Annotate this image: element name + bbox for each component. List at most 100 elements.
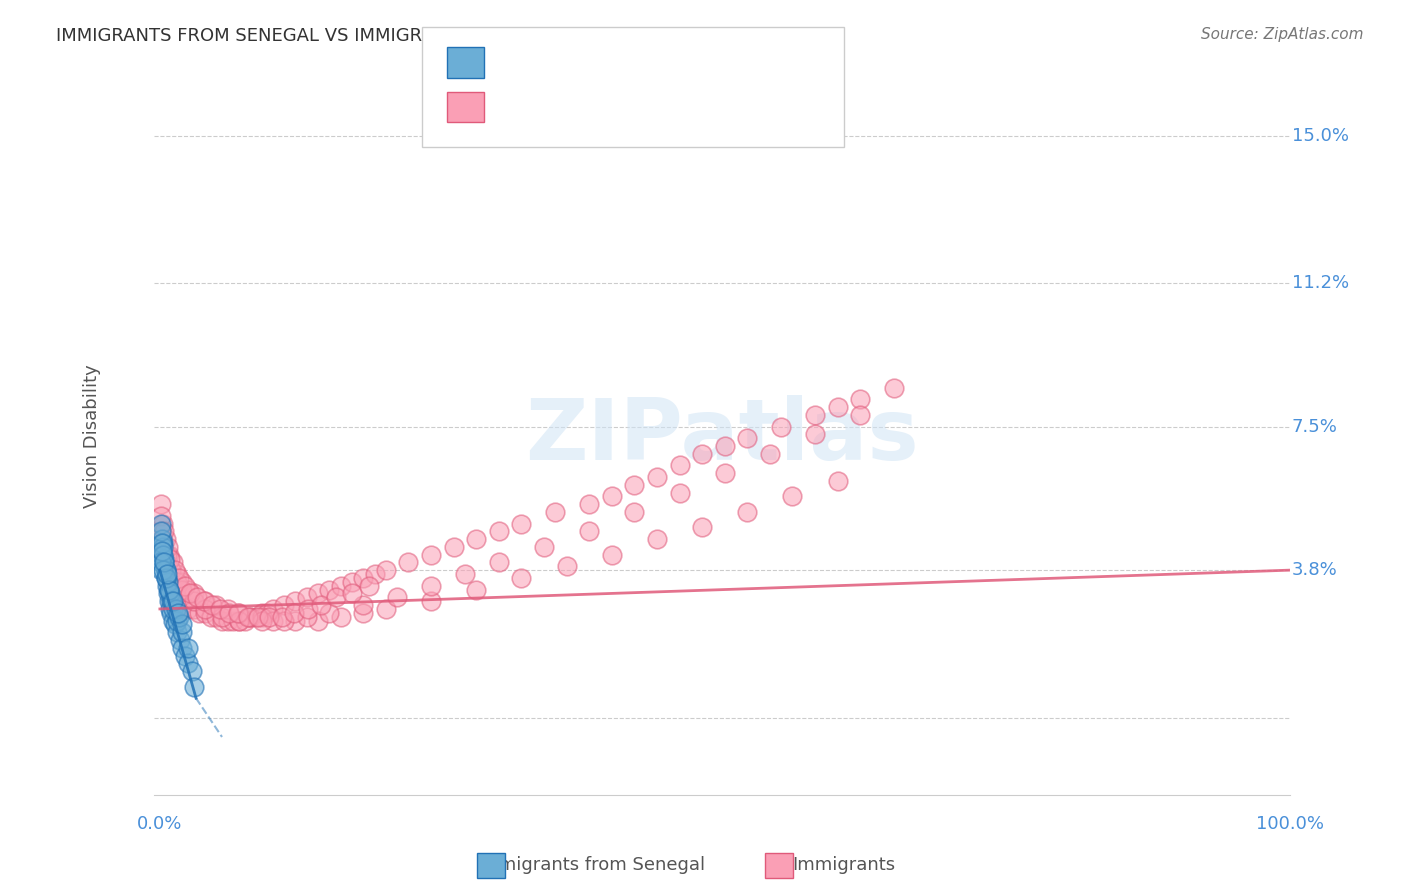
Point — [352, 571, 374, 585]
Point — [166, 567, 188, 582]
Point — [157, 548, 180, 562]
Point — [194, 602, 217, 616]
Point — [420, 594, 443, 608]
Text: Immigrants from Senegal: Immigrants from Senegal — [477, 856, 704, 874]
Point — [169, 632, 191, 647]
Point — [156, 563, 179, 577]
Point — [193, 594, 215, 608]
Point — [600, 490, 623, 504]
Point — [166, 591, 188, 605]
Point — [150, 543, 173, 558]
Point — [645, 470, 668, 484]
Point — [211, 609, 233, 624]
Point — [183, 602, 205, 616]
Point — [172, 582, 194, 597]
Point — [152, 548, 174, 562]
Point — [217, 614, 239, 628]
Point — [194, 594, 217, 608]
Point — [578, 497, 600, 511]
Point — [239, 609, 262, 624]
Point — [236, 609, 259, 624]
Point — [770, 419, 793, 434]
Point — [713, 439, 735, 453]
Point — [183, 586, 205, 600]
Point — [153, 555, 176, 569]
Point — [153, 524, 176, 539]
Point — [201, 598, 224, 612]
Point — [273, 598, 295, 612]
Point — [152, 516, 174, 531]
Point — [465, 532, 488, 546]
Point — [155, 571, 177, 585]
Text: Source: ZipAtlas.com: Source: ZipAtlas.com — [1201, 27, 1364, 42]
Text: 50: 50 — [661, 52, 692, 70]
Point — [150, 536, 173, 550]
Point — [194, 606, 217, 620]
Point — [156, 586, 179, 600]
Point — [488, 555, 510, 569]
Point — [157, 594, 180, 608]
Point — [159, 586, 181, 600]
Text: 3.8%: 3.8% — [1292, 561, 1337, 579]
Point — [297, 602, 319, 616]
Point — [172, 598, 194, 612]
Point — [259, 609, 281, 624]
Point — [155, 563, 177, 577]
Point — [233, 614, 256, 628]
Point — [159, 579, 181, 593]
Point — [374, 602, 396, 616]
Point — [352, 598, 374, 612]
Point — [623, 505, 645, 519]
Point — [155, 555, 177, 569]
Point — [262, 602, 284, 616]
Point — [357, 579, 380, 593]
Point — [374, 563, 396, 577]
Point — [172, 617, 194, 632]
Point — [156, 571, 179, 585]
Point — [152, 563, 174, 577]
Point — [295, 591, 318, 605]
Point — [166, 625, 188, 640]
Point — [166, 574, 188, 589]
Point — [226, 606, 249, 620]
Point — [172, 574, 194, 589]
Point — [645, 532, 668, 546]
Point — [166, 614, 188, 628]
Text: 15.0%: 15.0% — [1292, 127, 1348, 145]
Point — [533, 540, 555, 554]
Point — [153, 548, 176, 562]
Point — [443, 540, 465, 554]
Point — [162, 602, 184, 616]
Point — [555, 559, 578, 574]
Point — [160, 563, 183, 577]
Point — [396, 555, 419, 569]
Point — [329, 579, 352, 593]
Text: Immigrants: Immigrants — [792, 856, 896, 874]
Point — [150, 524, 173, 539]
Point — [262, 614, 284, 628]
Point — [250, 609, 273, 624]
Point — [600, 548, 623, 562]
Point — [173, 579, 195, 593]
Point — [270, 609, 292, 624]
Point — [167, 571, 190, 585]
Point — [340, 574, 363, 589]
Text: 11.2%: 11.2% — [1292, 274, 1348, 292]
Point — [668, 458, 690, 473]
Point — [183, 680, 205, 694]
Point — [363, 567, 385, 582]
Point — [668, 485, 690, 500]
Point — [160, 606, 183, 620]
Point — [228, 606, 250, 620]
Point — [169, 594, 191, 608]
Point — [340, 586, 363, 600]
Point — [827, 401, 849, 415]
Point — [325, 591, 347, 605]
Point — [188, 606, 211, 620]
Point — [690, 520, 713, 534]
Point — [690, 447, 713, 461]
Point — [273, 614, 295, 628]
Point — [156, 548, 179, 562]
Point — [318, 582, 340, 597]
Point — [157, 574, 180, 589]
